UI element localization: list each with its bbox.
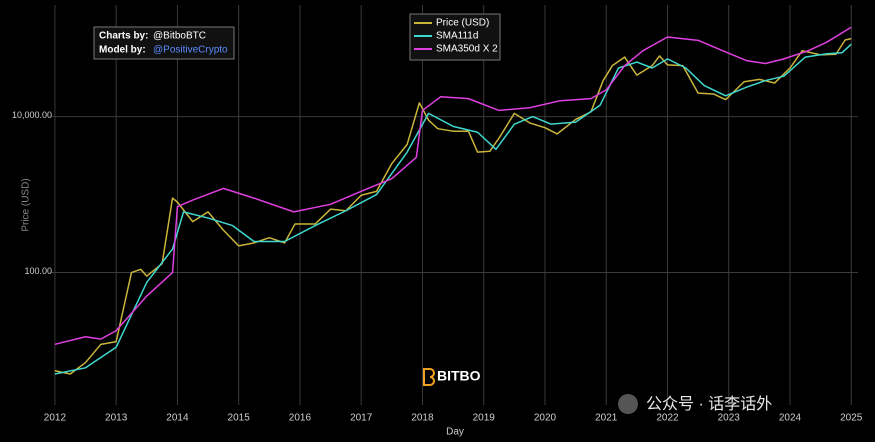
- y-tick-label: 100.00: [24, 266, 52, 276]
- x-tick-label: 2015: [228, 413, 251, 424]
- series-line: [54, 26, 852, 346]
- y-tick-label: 10,000.00: [12, 110, 52, 120]
- credits-label: Model by:: [99, 45, 146, 56]
- x-tick-label: 2021: [595, 413, 618, 424]
- x-tick-label: 2018: [411, 413, 434, 424]
- wechat-icon: [618, 394, 638, 414]
- overlay-text: 公众号 · 话李话外: [646, 395, 772, 413]
- x-tick-label: 2022: [656, 413, 679, 424]
- x-tick-label: 2024: [779, 413, 802, 424]
- series-line: [54, 37, 852, 375]
- credits-value: @PositiveCrypto: [153, 45, 228, 56]
- x-tick-label: 2025: [840, 413, 863, 424]
- series-line: [54, 43, 852, 375]
- legend-label: Price (USD): [436, 18, 489, 29]
- x-tick-label: 2013: [105, 413, 128, 424]
- y-axis-label: Price (USD): [21, 178, 32, 231]
- legend-label: SMA111d: [436, 31, 478, 42]
- x-tick-label: 2014: [166, 413, 189, 424]
- x-axis-label: Day: [446, 427, 464, 438]
- x-tick-label: 2023: [718, 413, 741, 424]
- x-tick-label: 2019: [473, 413, 496, 424]
- x-tick-label: 2017: [350, 413, 373, 424]
- watermark: BITBO: [437, 368, 481, 384]
- credits-box: [93, 26, 235, 60]
- x-tick-label: 2016: [289, 413, 312, 424]
- watermark-logo: [423, 368, 435, 386]
- x-tick-label: 2020: [534, 413, 557, 424]
- credits-value: @BitboBTC: [153, 31, 206, 42]
- credits-label: Charts by:: [99, 31, 148, 42]
- x-tick-label: 2012: [44, 413, 67, 424]
- legend-label: SMA350d X 2: [436, 44, 498, 55]
